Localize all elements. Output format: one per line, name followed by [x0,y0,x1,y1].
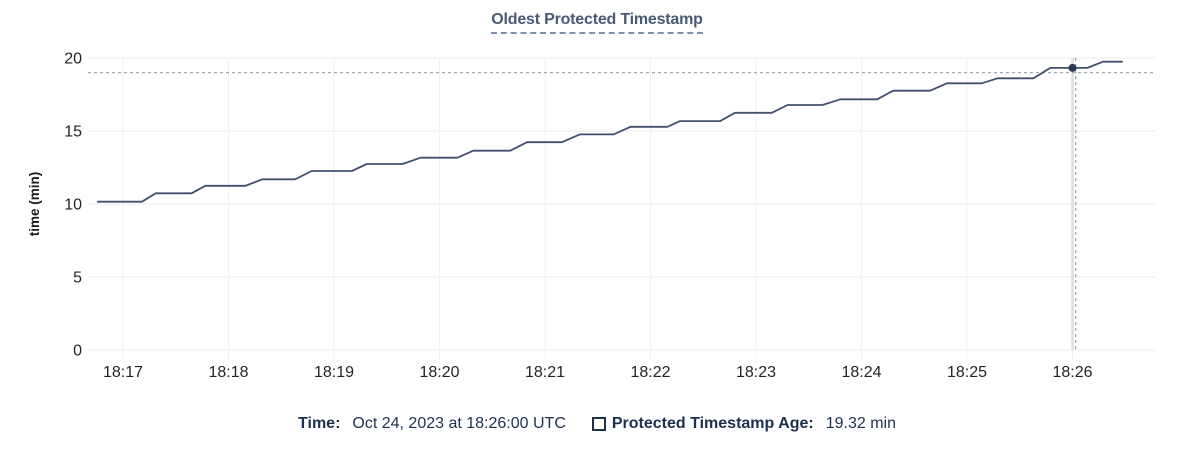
x-tick-label: 18:26 [1052,364,1092,381]
x-tick-label: 18:23 [736,364,776,381]
series-line [96,60,1123,203]
y-axis-title: time (min) [27,172,42,237]
series-value: 19.32 min [825,415,896,432]
chart-title[interactable]: Oldest Protected Timestamp [491,11,703,34]
y-tick-label: 20 [64,51,82,68]
y-tick-label: 0 [73,343,82,360]
hover-legend: Time: Oct 24, 2023 at 18:26:00 UTC Prote… [0,415,1194,433]
y-tick-label: 5 [73,270,82,287]
x-tick-label: 18:20 [419,364,459,381]
time-label: Time: [298,415,341,432]
series-swatch-icon[interactable] [591,417,606,431]
chart-title-row: Oldest Protected Timestamp [0,11,1194,34]
x-tick-label: 18:21 [525,364,565,381]
series-label: Protected Timestamp Age: [611,415,814,432]
y-tick-label: 15 [64,124,82,141]
x-tick-label: 18:22 [630,364,670,381]
chart-plot-area[interactable]: 0 5 10 15 20 18:17 18:18 18:19 18:20 18:21 18:22 18… [0,0,1194,404]
x-tick-label: 18:17 [103,364,143,381]
x-tick-label: 18:25 [947,364,987,381]
x-tick-label: 18:24 [841,364,881,381]
x-tick-label: 18:19 [314,364,354,381]
y-tick-label: 10 [64,197,82,214]
x-tick-label: 18:18 [208,364,248,381]
hover-dot [1068,63,1077,72]
time-value: Oct 24, 2023 at 18:26:00 UTC [352,415,566,432]
